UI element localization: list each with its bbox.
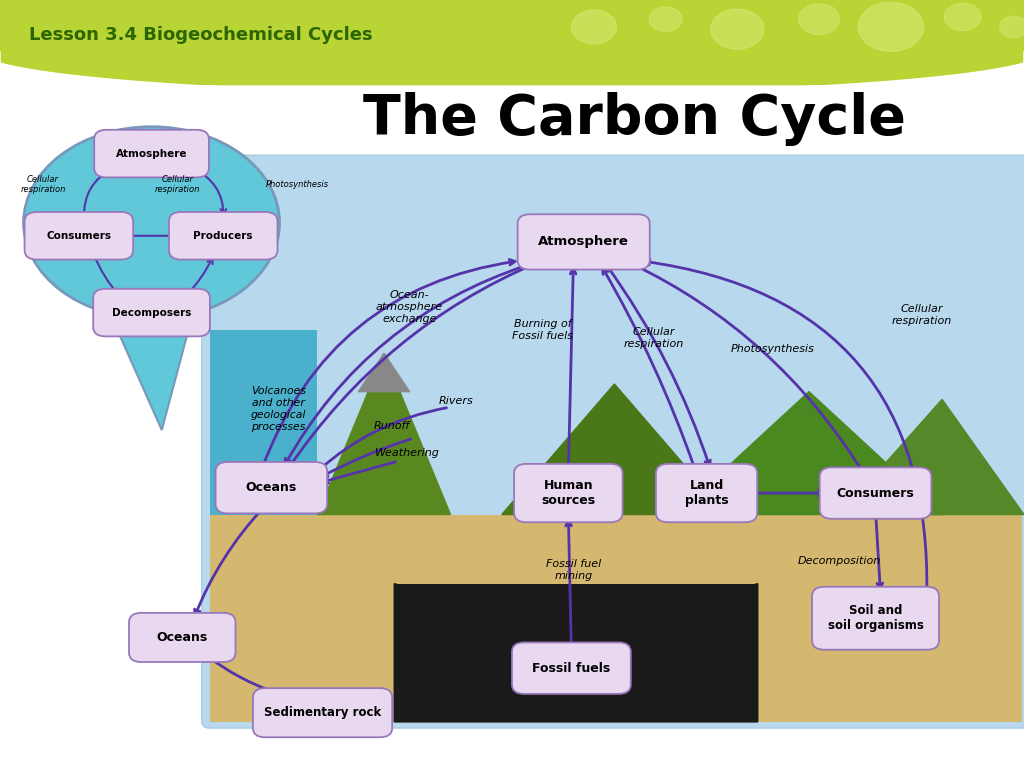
Polygon shape xyxy=(0,0,1024,86)
Circle shape xyxy=(711,9,764,49)
FancyBboxPatch shape xyxy=(514,464,623,522)
Text: Cellular
respiration: Cellular respiration xyxy=(892,304,951,326)
FancyBboxPatch shape xyxy=(93,289,210,336)
FancyBboxPatch shape xyxy=(819,467,932,519)
FancyBboxPatch shape xyxy=(812,587,939,650)
Text: Lesson 3.4 Biogeochemical Cycles: Lesson 3.4 Biogeochemical Cycles xyxy=(29,25,373,44)
Text: Oceans: Oceans xyxy=(157,631,208,644)
Text: Human
sources: Human sources xyxy=(542,479,595,507)
FancyBboxPatch shape xyxy=(655,464,757,522)
Text: Cellular
respiration: Cellular respiration xyxy=(624,327,683,349)
FancyBboxPatch shape xyxy=(517,214,649,270)
Polygon shape xyxy=(394,584,758,722)
Text: Fossil fuels: Fossil fuels xyxy=(532,662,610,674)
FancyBboxPatch shape xyxy=(512,642,631,694)
Polygon shape xyxy=(111,315,193,430)
Text: Consumers: Consumers xyxy=(46,230,112,241)
Polygon shape xyxy=(502,384,727,515)
Circle shape xyxy=(999,16,1024,38)
Text: Decomposers: Decomposers xyxy=(112,307,191,318)
Circle shape xyxy=(944,3,981,31)
FancyBboxPatch shape xyxy=(169,212,278,260)
Polygon shape xyxy=(394,584,758,722)
Text: Soil and
soil organisms: Soil and soil organisms xyxy=(827,604,924,632)
Text: Burning of
Fossil fuels: Burning of Fossil fuels xyxy=(512,319,573,341)
Text: Consumers: Consumers xyxy=(837,487,914,499)
Polygon shape xyxy=(0,51,1024,94)
Circle shape xyxy=(24,127,280,319)
Text: Cellular
respiration: Cellular respiration xyxy=(155,174,200,194)
Polygon shape xyxy=(840,399,1024,515)
Text: The Carbon Cycle: The Carbon Cycle xyxy=(364,92,906,146)
Text: Photosynthesis: Photosynthesis xyxy=(731,344,815,355)
Text: Runoff: Runoff xyxy=(374,421,411,432)
Text: Fossil fuel
mining: Fossil fuel mining xyxy=(546,559,601,581)
Text: Ocean-
atmosphere
exchange: Ocean- atmosphere exchange xyxy=(376,290,443,324)
Text: Volcanoes
and other
geological
processes: Volcanoes and other geological processes xyxy=(251,386,306,432)
FancyBboxPatch shape xyxy=(215,462,328,514)
FancyBboxPatch shape xyxy=(94,130,209,177)
Circle shape xyxy=(858,2,924,51)
Circle shape xyxy=(649,7,682,31)
FancyBboxPatch shape xyxy=(253,688,392,737)
Polygon shape xyxy=(210,330,317,722)
Text: Land
plants: Land plants xyxy=(685,479,728,507)
Text: Rivers: Rivers xyxy=(438,396,473,406)
Circle shape xyxy=(799,4,840,35)
Text: Cellular
respiration: Cellular respiration xyxy=(20,174,66,194)
Text: Decomposition: Decomposition xyxy=(798,555,882,566)
Text: Atmosphere: Atmosphere xyxy=(539,236,629,248)
Polygon shape xyxy=(676,392,942,515)
FancyBboxPatch shape xyxy=(202,155,1024,728)
Polygon shape xyxy=(317,353,451,515)
Text: Producers: Producers xyxy=(194,230,253,241)
Circle shape xyxy=(571,10,616,44)
Polygon shape xyxy=(210,515,1022,722)
Text: Weathering: Weathering xyxy=(375,448,440,458)
Text: Sedimentary rock: Sedimentary rock xyxy=(264,707,381,719)
FancyBboxPatch shape xyxy=(129,613,236,662)
Polygon shape xyxy=(358,353,410,392)
Text: Oceans: Oceans xyxy=(246,482,297,494)
Text: Atmosphere: Atmosphere xyxy=(116,148,187,159)
Text: Photosynthesis: Photosynthesis xyxy=(266,180,330,189)
FancyBboxPatch shape xyxy=(25,212,133,260)
